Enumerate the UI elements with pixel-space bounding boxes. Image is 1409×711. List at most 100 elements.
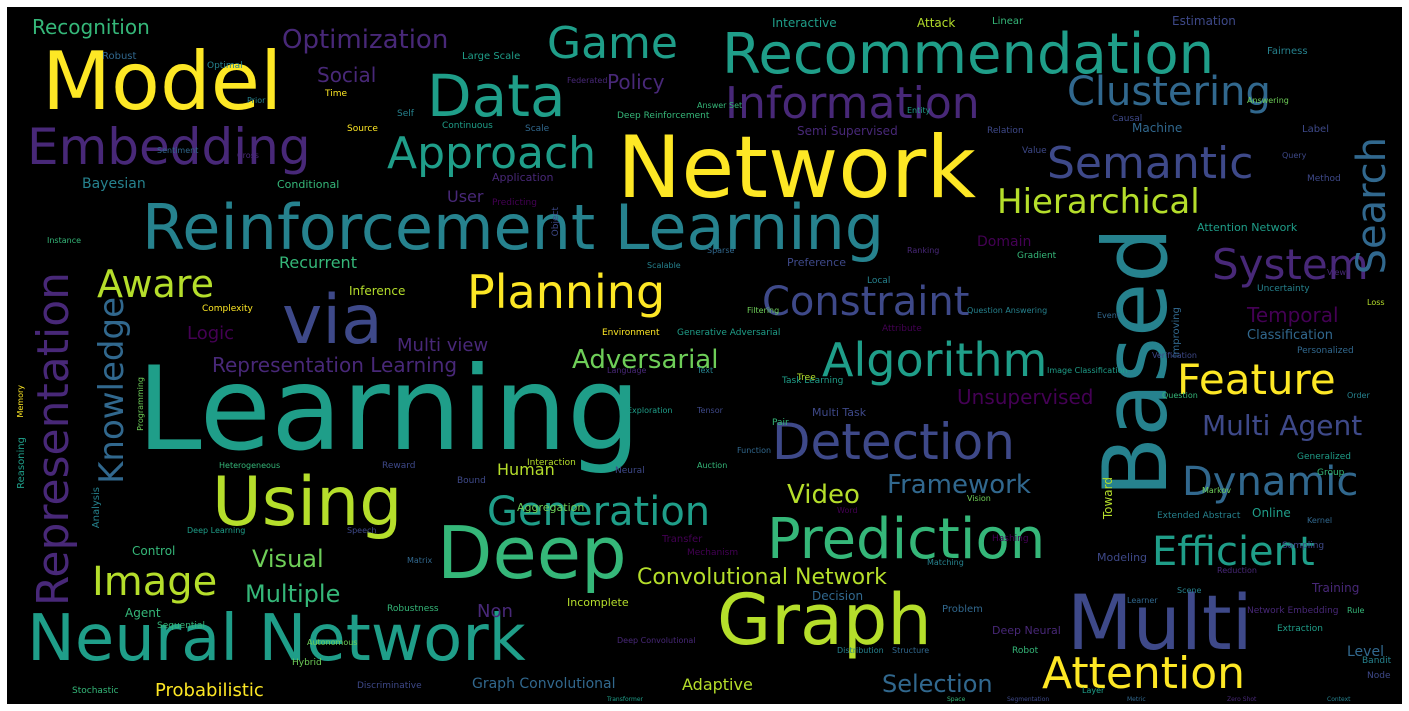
word-task-learning: Task Learning xyxy=(782,376,844,386)
word-memory: Memory xyxy=(16,385,25,418)
word-deep-learning: Deep Learning xyxy=(187,526,246,535)
word-deep-neural: Deep Neural xyxy=(992,624,1061,637)
word-clustering: Clustering xyxy=(1067,69,1271,115)
word-reward: Reward xyxy=(382,461,416,471)
word-problem: Problem xyxy=(942,604,983,615)
word-system: System xyxy=(1212,240,1369,289)
word-generation: Generation xyxy=(487,489,711,535)
word-kernel: Kernel xyxy=(1307,516,1333,525)
word-sentiment: Sentiment xyxy=(157,146,199,155)
word-causal: Causal xyxy=(1112,114,1143,124)
word-aware: Aware xyxy=(97,262,214,306)
word-space: Space xyxy=(947,696,966,703)
word-vision: Vision xyxy=(967,494,991,503)
word-analysis: Analysis xyxy=(91,487,102,529)
word-distribution: Distribution xyxy=(837,646,884,655)
word-logic: Logic xyxy=(187,323,235,344)
word-social: Social xyxy=(317,63,377,87)
word-application: Application xyxy=(492,171,554,184)
word-stochastic: Stochastic xyxy=(72,686,119,696)
word-group: Group xyxy=(1317,468,1345,478)
word-instance: Instance xyxy=(47,236,82,245)
word-discriminative: Discriminative xyxy=(357,681,422,691)
word-multiple: Multiple xyxy=(245,580,341,608)
word-preference: Preference xyxy=(787,256,846,269)
word-method: Method xyxy=(1307,174,1341,184)
word-heterogeneous: Heterogeneous xyxy=(219,461,281,470)
word-uncertainty: Uncertainty xyxy=(1257,284,1310,294)
word-gradient: Gradient xyxy=(1017,251,1057,261)
word-question-answering: Question Answering xyxy=(967,306,1048,315)
word-graph: Graph xyxy=(717,579,932,661)
word-loss: Loss xyxy=(1367,298,1385,307)
word-incomplete: Incomplete xyxy=(567,596,629,609)
word-label: Label xyxy=(1302,124,1329,135)
word-adaptive: Adaptive xyxy=(682,675,753,694)
word-exploration: Exploration xyxy=(627,406,673,415)
word-unsupervised: Unsupervised xyxy=(957,385,1094,409)
word-entity: Entity xyxy=(907,106,931,115)
word-graph-convolutional: Graph Convolutional xyxy=(472,676,616,692)
word-view: View xyxy=(1327,268,1346,277)
word-generative-adversarial: Generative Adversarial xyxy=(677,328,781,338)
word-rule: Rule xyxy=(1347,606,1365,615)
word-predicting: Predicting xyxy=(492,198,537,208)
word-game: Game xyxy=(547,18,678,69)
word-node: Node xyxy=(1367,671,1391,681)
word-decision: Decision xyxy=(812,589,864,603)
word-multi-task: Multi Task xyxy=(812,406,867,419)
word-improving: Improving xyxy=(1171,307,1182,358)
word-attention: Attention xyxy=(1042,648,1246,699)
word-reduction: Reduction xyxy=(1217,566,1257,575)
word-approach: Approach xyxy=(387,128,597,179)
word-dynamic: Dynamic xyxy=(1182,459,1359,505)
word-search: Search xyxy=(1349,137,1395,275)
word-programming: Programming xyxy=(136,377,145,431)
word-representation: Representation xyxy=(28,272,79,607)
word-transfer: Transfer xyxy=(662,534,703,545)
word-online: Online xyxy=(1252,506,1291,520)
word-feature: Feature xyxy=(1177,355,1336,404)
word-pair: Pair xyxy=(772,418,789,428)
word-knowledge: Knowledge xyxy=(92,297,132,484)
word-autonomous: Autonomous xyxy=(307,638,358,647)
word-order: Order xyxy=(1347,391,1370,400)
word-hierarchical: Hierarchical xyxy=(997,182,1200,222)
word-recommendation: Recommendation xyxy=(722,22,1215,87)
word-data: Data xyxy=(427,62,566,130)
word-source: Source xyxy=(347,124,378,134)
word-level: Level xyxy=(1347,644,1384,660)
word-scene: Scene xyxy=(1177,586,1202,595)
word-via: via xyxy=(282,281,383,360)
word-inference: Inference xyxy=(349,284,406,298)
word-value: Value xyxy=(1022,146,1047,156)
word-segmentation: Segmentation xyxy=(1007,696,1050,703)
word-selection: Selection xyxy=(882,670,993,698)
word-domain: Domain xyxy=(977,234,1032,250)
word-local: Local xyxy=(867,276,891,286)
word-human: Human xyxy=(497,460,555,479)
word-temporal: Temporal xyxy=(1247,303,1339,327)
word-machine: Machine xyxy=(1132,121,1183,135)
word-language: Language xyxy=(607,366,647,375)
word-embedding: Embedding xyxy=(27,118,311,176)
word-transformer: Transformer xyxy=(607,696,644,703)
word-neural: Neural xyxy=(615,466,645,476)
word-fairness: Fairness xyxy=(1267,46,1308,57)
word-adversarial: Adversarial xyxy=(572,345,719,375)
word-bound: Bound xyxy=(457,476,486,486)
word-training: Training xyxy=(1312,581,1360,595)
word-relation: Relation xyxy=(987,126,1024,136)
word-cross: Cross xyxy=(237,151,259,160)
word-aggregation: Aggregation xyxy=(517,501,585,514)
word-network: Network xyxy=(617,118,977,218)
word-speech: Speech xyxy=(347,526,377,535)
word-non: Non xyxy=(477,601,513,622)
word-reinforcement-learning: Reinforcement Learning xyxy=(142,191,885,264)
word-cloud-canvas: Learning Network Based Reinforcement Learni… xyxy=(7,7,1402,704)
word-hashing: Hashing xyxy=(992,534,1029,544)
word-filtering: Filtering xyxy=(747,306,780,315)
word-interaction: Interaction xyxy=(527,458,576,468)
word-conditional: Conditional xyxy=(277,178,340,191)
word-image: Image xyxy=(92,559,218,605)
